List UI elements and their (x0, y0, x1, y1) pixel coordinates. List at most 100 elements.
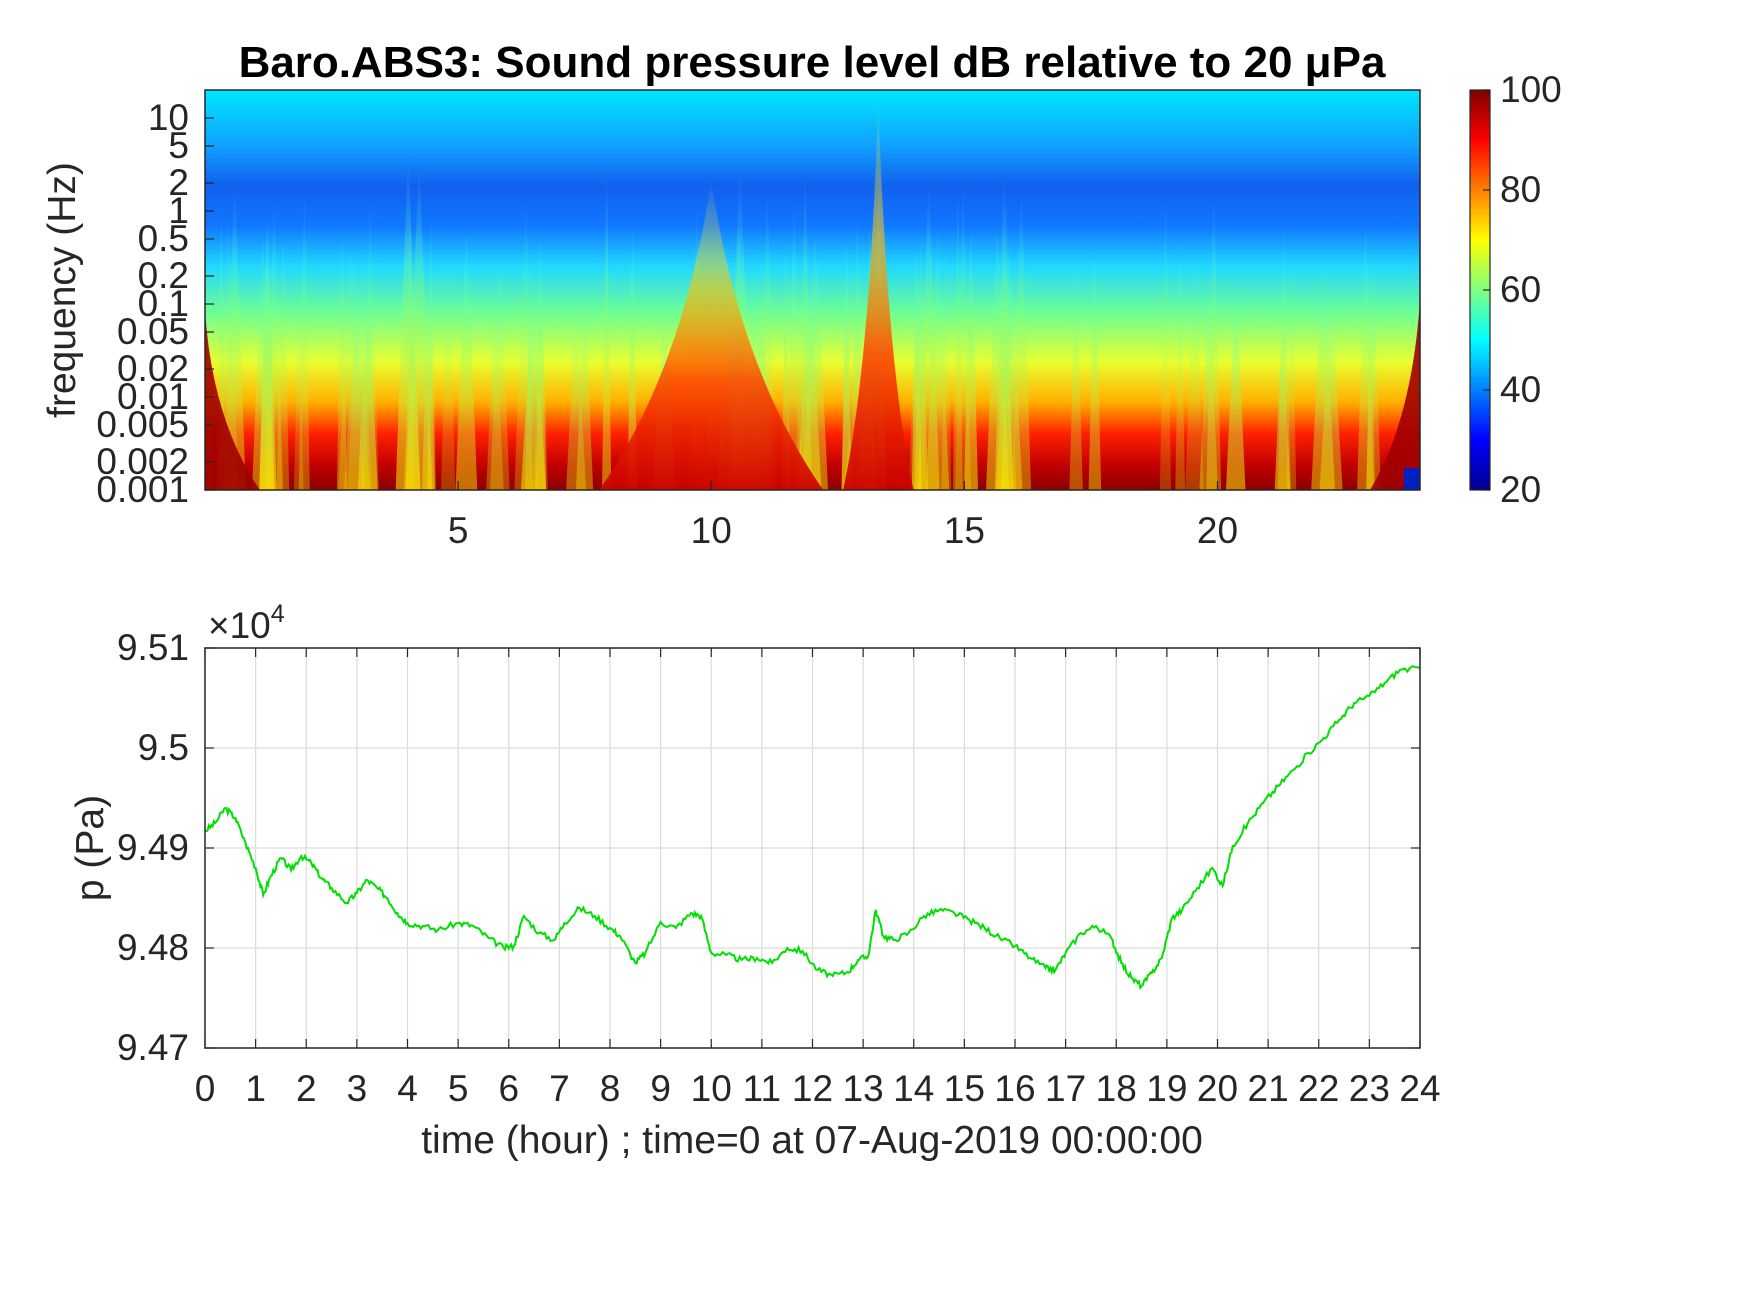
colorbar-tick-label: 80 (1500, 169, 1541, 210)
spectrogram-streak (802, 225, 829, 490)
spectrogram-x-ticks: 5 10 15 20 (448, 481, 1238, 551)
pressure-x-tick-label: 3 (347, 1068, 368, 1109)
spectrogram-streak (265, 193, 283, 490)
spectrogram-streak (917, 174, 940, 490)
pressure-x-tick-label: 6 (498, 1068, 519, 1109)
pressure-x-tick-label: 4 (397, 1068, 418, 1109)
spectrogram-streak (786, 192, 803, 490)
colorbar-tick-label: 100 (1500, 69, 1562, 110)
chart-title: Baro.ABS3: Sound pressure level dB relat… (239, 38, 1386, 87)
spectrogram-y-tick-label: 5 (168, 125, 189, 166)
spectrogram-y-tick-label: 2 (168, 162, 189, 203)
pressure-x-tick-label: 9 (650, 1068, 671, 1109)
pressure-x-tick-label: 10 (691, 1068, 732, 1109)
spectrogram-y-tick-label: 0.005 (96, 404, 189, 445)
spectrogram-streak (602, 154, 612, 490)
spectrogram-x-tick-label: 5 (448, 510, 469, 551)
spectrogram-panel: Baro.ABS3: Sound pressure level dB relat… (41, 38, 1562, 551)
spectrogram-axes-box (204, 89, 1421, 491)
pressure-y-tick-label: 9.48 (117, 927, 189, 968)
pressure-x-ticks: 0 1 2 3 4 5 6 7 8 9 10 11 12 13 14 15 16 17 18 19 20 21 22 23 24 (195, 648, 1441, 1109)
y-exponent: ×104 (208, 600, 285, 646)
pressure-x-tick-label: 1 (245, 1068, 266, 1109)
spectrogram-x-tick-label: 15 (944, 510, 985, 551)
pressure-x-tick-label: 2 (296, 1068, 317, 1109)
spectrogram-bursts (599, 100, 914, 490)
pressure-x-tick-label: 0 (195, 1068, 216, 1109)
pressure-x-tick-label: 24 (1399, 1068, 1440, 1109)
spectrogram-streak (1175, 220, 1186, 490)
spectrogram-y-tick-label: 1 (168, 190, 189, 231)
spectrogram-streak (1199, 276, 1218, 490)
spectrogram-streak (1069, 258, 1083, 490)
spectrogram-streak (1366, 253, 1381, 490)
pressure-y-tick-label: 9.47 (117, 1027, 189, 1068)
pressure-x-tick-label: 20 (1197, 1068, 1238, 1109)
spectrogram-y-tick-label: 0.5 (138, 218, 189, 259)
pressure-x-tick-label: 17 (1045, 1068, 1086, 1109)
spectrogram-streak (964, 213, 979, 490)
spectrogram-y-ticks: 0.0010.0020.0050.010.020.050.10.20.51251… (96, 97, 214, 510)
edge-low-patch (1404, 468, 1420, 490)
pressure-series-line (205, 664, 1421, 991)
pressure-y-tick-label: 9.51 (117, 627, 189, 668)
pressure-x-tick-label: 14 (893, 1068, 934, 1109)
spectrogram-burst (843, 100, 914, 490)
spectrogram-y-label: frequency (Hz) (41, 162, 84, 418)
spectrogram-streak (336, 205, 347, 490)
spectrogram-streak (535, 249, 547, 490)
pressure-x-tick-label: 13 (843, 1068, 884, 1109)
pressure-y-ticks: 9.47 9.48 9.49 9.5 9.51 (117, 627, 1420, 1068)
pressure-y-tick-label: 9.5 (138, 727, 189, 768)
pressure-y-tick-label: 9.49 (117, 827, 189, 868)
spectrogram-streak (627, 209, 638, 490)
spectrogram-streak (952, 166, 963, 490)
spectrogram-y-tick-label: 10 (148, 97, 189, 138)
pressure-x-tick-label: 11 (743, 1068, 781, 1109)
spectrogram-y-tick-label: 0.002 (96, 441, 189, 482)
spectrogram-streak (841, 310, 852, 490)
spectrogram-burst (599, 180, 824, 490)
pressure-x-tick-label: 12 (792, 1068, 833, 1109)
spectrogram-streak (575, 288, 594, 490)
spectrogram-y-tick-label: 0.001 (96, 469, 189, 510)
spectrogram-y-tick-label: 0.2 (138, 255, 189, 296)
spectrogram-x-tick-label: 20 (1197, 510, 1238, 551)
spectrogram-streak (490, 238, 510, 490)
spectrogram-streak (455, 216, 478, 490)
spectrogram-streak (994, 176, 1017, 490)
spectrogram-streak (1311, 255, 1336, 490)
spectrogram-y-tick-label: 0.1 (138, 283, 189, 324)
spectrogram-x-tick-label: 10 (691, 510, 732, 551)
spectrogram-y-tick-label: 0.05 (117, 311, 189, 352)
pressure-x-tick-label: 15 (944, 1068, 985, 1109)
spectrogram-streak (1159, 173, 1172, 490)
spectrogram-streak (524, 312, 534, 490)
spectrogram-streak (422, 261, 435, 490)
pressure-x-tick-label: 23 (1349, 1068, 1390, 1109)
spectrogram-streak (1226, 277, 1246, 490)
spectrogram-image (205, 90, 1420, 490)
spectrogram-streak (298, 174, 310, 490)
pressure-x-tick-label: 19 (1146, 1068, 1187, 1109)
pressure-x-tick-label: 8 (600, 1068, 621, 1109)
pressure-x-tick-label: 5 (448, 1068, 469, 1109)
spectrogram-streak (395, 150, 421, 490)
pressure-x-tick-label: 18 (1096, 1068, 1137, 1109)
spectrogram-streak (1277, 208, 1291, 490)
colorbar-tick-label: 20 (1500, 469, 1541, 510)
spectrogram-streak (1088, 233, 1102, 490)
spectrogram-streak (941, 215, 952, 490)
edge-cone-right (1370, 300, 1420, 490)
colorbar-tick-label: 60 (1500, 269, 1541, 310)
pressure-x-tick-label: 16 (994, 1068, 1035, 1109)
edge-cone-left (205, 310, 260, 490)
colorbar-ticks: 20 40 60 80 100 (1483, 69, 1562, 510)
spectrogram-y-tick-label: 0.02 (117, 348, 189, 389)
pressure-x-label: time (hour) ; time=0 at 07-Aug-2019 00:0… (421, 1119, 1203, 1162)
spectrogram-streak (440, 239, 456, 490)
spectrogram-y-tick-label: 0.01 (117, 376, 189, 417)
spectrogram-streak (1185, 254, 1204, 490)
pressure-x-tick-label: 22 (1298, 1068, 1339, 1109)
